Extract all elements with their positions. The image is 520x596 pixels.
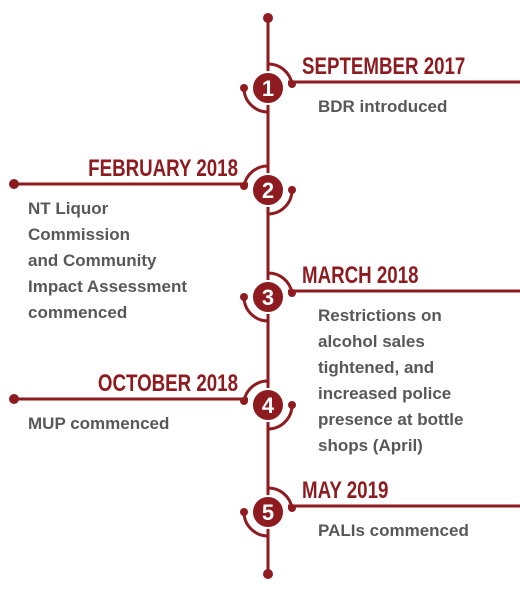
bracket-end — [288, 289, 296, 297]
bracket-end — [288, 186, 296, 194]
bracket-end — [240, 508, 248, 516]
event-date: SEPTEMBER 2017 — [302, 53, 465, 80]
event-text: BDR introduced — [318, 97, 447, 116]
bracket-end — [288, 504, 296, 512]
badge — [251, 71, 285, 105]
bracket-end — [288, 80, 296, 88]
event-date: OCTOBER 2018 — [98, 370, 238, 397]
bracket-end — [240, 293, 248, 301]
spine-end — [263, 569, 273, 579]
event-text: Commission — [28, 225, 130, 244]
badge — [251, 388, 285, 422]
event-text: shops (April) — [318, 436, 423, 455]
badge-number: 3 — [262, 285, 274, 310]
event-text: PALIs commenced — [318, 521, 469, 540]
badge-number: 5 — [262, 500, 274, 525]
event-text: Impact Assessment — [28, 277, 187, 296]
event-date: MAY 2019 — [302, 477, 388, 504]
bracket-end — [288, 401, 296, 409]
bracket-end — [240, 397, 248, 405]
event-text: commenced — [28, 303, 127, 322]
badge — [251, 173, 285, 207]
event-text: and Community — [28, 251, 157, 270]
badge-number: 2 — [262, 178, 274, 203]
badge-number: 4 — [262, 393, 275, 418]
event-date: FEBRUARY 2018 — [88, 155, 238, 182]
rule-end — [9, 179, 19, 189]
event-text: tightened, and — [318, 358, 434, 377]
event-text: presence at bottle — [318, 410, 464, 429]
event-text: MUP commenced — [28, 414, 169, 433]
bracket-end — [240, 84, 248, 92]
event-text: increased police — [318, 384, 451, 403]
badge — [251, 280, 285, 314]
event-text: Restrictions on — [318, 306, 442, 325]
spine-end — [263, 13, 273, 23]
badge-number: 1 — [262, 76, 274, 101]
event-text: NT Liquor — [28, 199, 109, 218]
bracket-end — [240, 182, 248, 190]
badge — [251, 495, 285, 529]
event-text: alcohol sales — [318, 332, 425, 351]
event-date: MARCH 2018 — [302, 262, 419, 289]
rule-end — [9, 394, 19, 404]
